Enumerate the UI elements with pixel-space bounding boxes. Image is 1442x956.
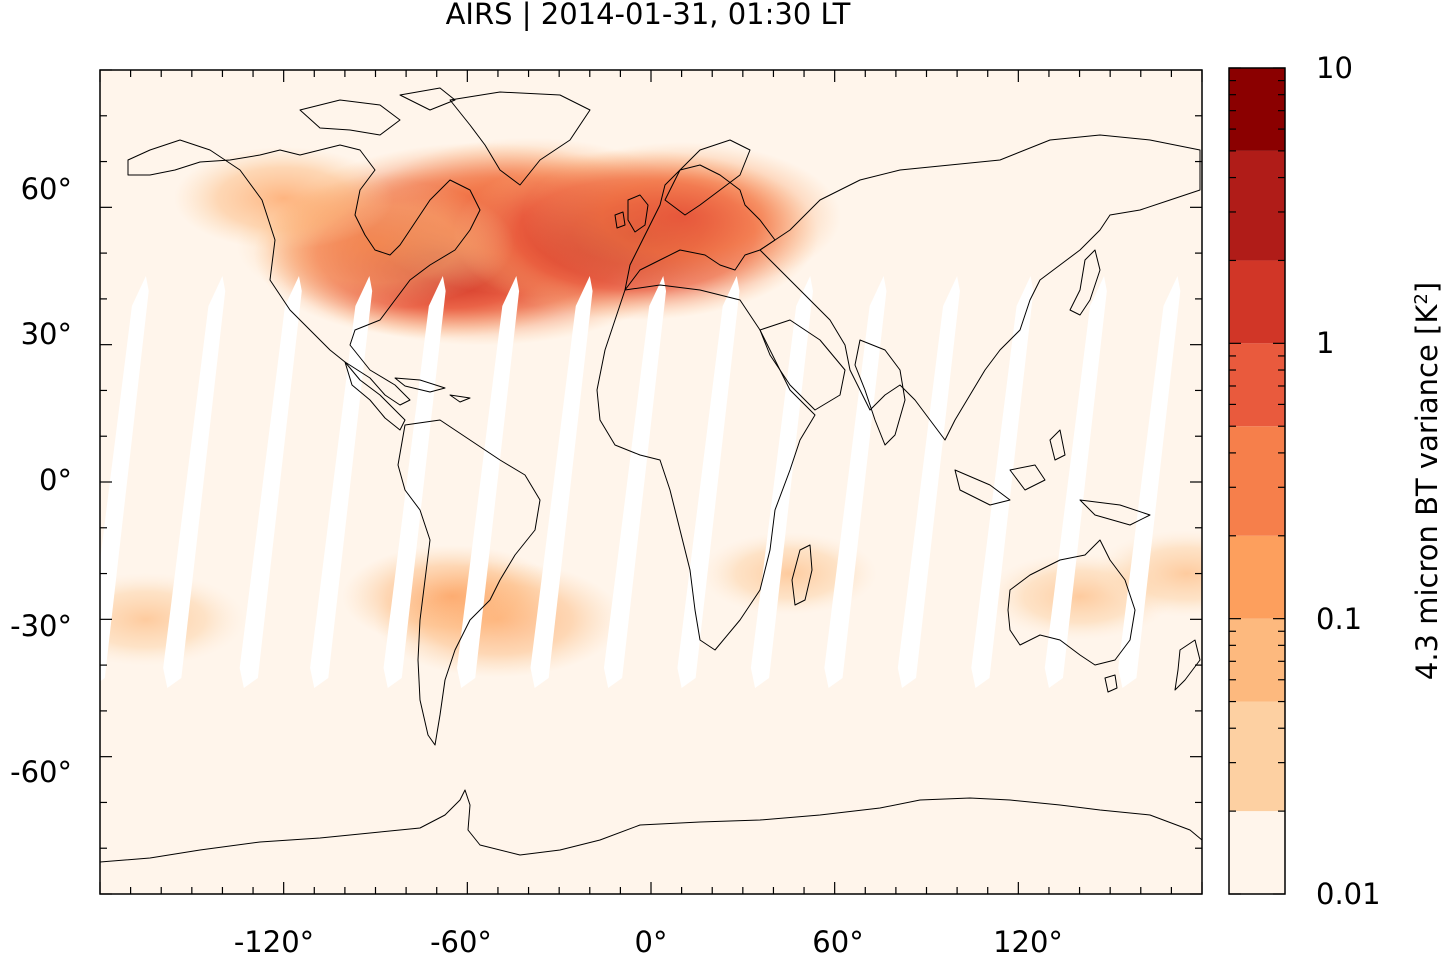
y-tick-labels: 60° 30° 0° -30° -60° bbox=[10, 172, 72, 789]
variance-hotspot bbox=[522, 142, 841, 291]
y-tick-label: 30° bbox=[21, 317, 72, 351]
colorbar-segment bbox=[1229, 150, 1285, 261]
coast-uk bbox=[614, 194, 649, 233]
variance-hotspot bbox=[173, 146, 394, 250]
x-tick-label: -60° bbox=[430, 925, 492, 956]
orbit-gap bbox=[239, 276, 302, 688]
colorbar-segment bbox=[1229, 535, 1285, 619]
coast-africa bbox=[596, 284, 816, 651]
variance-hotspot bbox=[100, 572, 246, 666]
variance-hotspot bbox=[700, 532, 877, 615]
coast-south-america bbox=[397, 419, 541, 746]
colorbar bbox=[1229, 67, 1285, 895]
x-tick-label: 0° bbox=[635, 925, 668, 956]
orbit-gap bbox=[971, 276, 1034, 688]
colorbar-segment bbox=[1229, 701, 1285, 812]
colorbar-label-close: ] bbox=[1410, 282, 1442, 293]
coast-indonesia bbox=[954, 429, 1151, 526]
y-tick-label: -60° bbox=[10, 755, 72, 789]
axis-ticks bbox=[99, 69, 1203, 895]
coast-north-america bbox=[127, 139, 481, 406]
coast-arabia bbox=[759, 319, 846, 411]
coast-japan bbox=[1069, 249, 1101, 316]
colorbar-frame bbox=[1228, 67, 1286, 895]
y-tick-label: -30° bbox=[10, 609, 72, 643]
orbit-gap bbox=[603, 276, 667, 688]
colorbar-tick-labels: 10 1 0.1 0.01 bbox=[1316, 51, 1381, 911]
orbit-gap bbox=[310, 276, 373, 688]
coast-australia bbox=[1007, 539, 1136, 666]
x-tick-label: -120° bbox=[234, 925, 314, 956]
orbit-gap bbox=[383, 276, 446, 688]
orbit-gap bbox=[530, 276, 593, 688]
colorbar-segment bbox=[1229, 260, 1285, 344]
colorbar-label: 4.3 micron BT variance [K2] bbox=[1410, 282, 1442, 680]
coast-tasmania bbox=[1104, 639, 1201, 693]
orbit-gap bbox=[897, 276, 960, 688]
coast-asia bbox=[759, 134, 1201, 441]
x-tick-labels: -120° -60° 0° 60° 120° bbox=[234, 925, 1063, 956]
orbit-gap bbox=[163, 276, 226, 688]
coast-scandinavia bbox=[664, 139, 751, 216]
orbit-gap bbox=[1044, 276, 1107, 688]
coast-madagascar bbox=[791, 544, 813, 606]
x-tick-label: 120° bbox=[993, 925, 1063, 956]
orbit-gap bbox=[677, 276, 740, 688]
orbit-gap bbox=[100, 276, 149, 682]
coast-central-america bbox=[344, 361, 406, 431]
colorbar-tick-label: 10 bbox=[1316, 51, 1353, 85]
orbit-gap bbox=[1118, 276, 1181, 688]
coast-antarctica bbox=[100, 789, 1202, 894]
orbit-gap bbox=[824, 276, 887, 688]
orbit-gaps bbox=[100, 276, 1181, 688]
coastlines bbox=[100, 87, 1202, 894]
coast-greenland bbox=[449, 91, 591, 186]
colorbar-label-superscript: 2 bbox=[1411, 293, 1432, 304]
coast-india bbox=[854, 339, 906, 446]
orbit-gap bbox=[750, 276, 813, 688]
colorbar-tick-label: 1 bbox=[1316, 326, 1334, 360]
colorbar-segment bbox=[1229, 426, 1285, 536]
coast-europe bbox=[624, 164, 776, 291]
coast-arctic-islands bbox=[299, 87, 456, 136]
x-tick-label: 60° bbox=[812, 925, 863, 956]
colorbar-segment bbox=[1229, 811, 1285, 894]
orbit-gap bbox=[457, 276, 520, 688]
coast-caribbean bbox=[394, 377, 471, 403]
map-area bbox=[100, 87, 1202, 894]
chart-title: AIRS | 2014-01-31, 01:30 LT bbox=[446, 0, 851, 31]
variance-hotspot bbox=[342, 545, 562, 648]
colorbar-tick-label: 0.1 bbox=[1316, 602, 1362, 636]
colorbar-segment bbox=[1229, 343, 1285, 427]
y-tick-label: 60° bbox=[21, 172, 72, 206]
colorbar-segment bbox=[1229, 68, 1285, 151]
colorbar-tick-label: 0.01 bbox=[1316, 877, 1381, 911]
y-tick-label: 0° bbox=[39, 463, 72, 497]
colorbar-segment bbox=[1229, 618, 1285, 702]
